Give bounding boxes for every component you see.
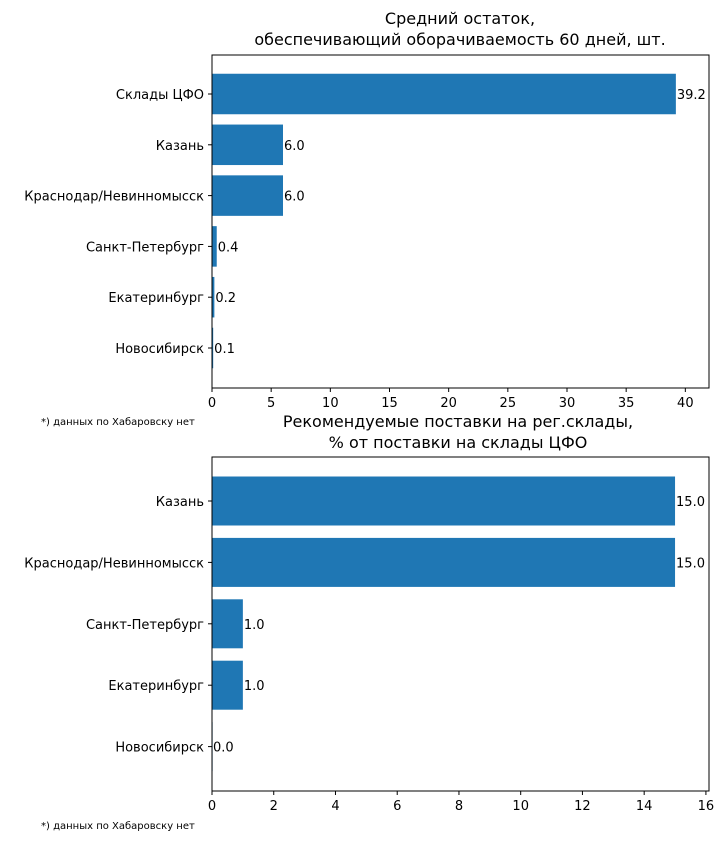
chart1-data-label: 0.2 — [215, 291, 236, 306]
chart2-x-tick-label: 6 — [393, 799, 401, 814]
chart2-y-tick-label: Новосибирск — [115, 741, 204, 756]
chart2-y-tick-label: Краснодар/Невинномысск — [24, 556, 204, 571]
chart2-bar — [212, 660, 243, 710]
chart1-bar — [212, 226, 217, 267]
chart1-x-tick-label: 10 — [322, 396, 339, 411]
chart2-footnote: *) данных по Хабаровску нет — [41, 821, 195, 832]
chart1-data-label: 0.1 — [214, 342, 235, 357]
chart2-y-tick-label: Екатеринбург — [108, 679, 204, 694]
chart1-bar — [212, 124, 283, 166]
chart2-y-tick-label: Казань — [156, 495, 204, 510]
chart1-data-label: 6.0 — [284, 139, 305, 154]
chart2-bar — [212, 537, 676, 587]
chart1-y-tick-label: Краснодар/Невинномысск — [24, 190, 204, 205]
chart2-x-tick-label: 16 — [698, 799, 715, 814]
chart1-y-tick-label: Склады ЦФО — [116, 88, 204, 103]
chart2-data-label: 15.0 — [676, 556, 705, 571]
chart1-data-label: 0.4 — [218, 240, 239, 255]
chart1-y-tick-label: Екатеринбург — [108, 291, 204, 306]
chart2-data-label: 15.0 — [676, 495, 705, 510]
chart1-x-tick-label: 5 — [267, 396, 275, 411]
chart1-footnote: *) данных по Хабаровску нет — [41, 417, 195, 428]
chart2-plot-frame — [211, 456, 710, 792]
chart2-x-tick-label: 12 — [574, 799, 591, 814]
chart1-bar — [212, 327, 214, 369]
chart1-x-tick-label: 40 — [677, 396, 694, 411]
chart1-x-tick-label: 35 — [618, 396, 635, 411]
chart2-x-tick-label: 8 — [455, 799, 463, 814]
chart1-x-tick-label: 25 — [500, 396, 517, 411]
chart2-data-label: 0.0 — [213, 741, 234, 756]
chart2-x-tick-label: 10 — [512, 799, 529, 814]
chart1-y-tick-label: Санкт-Петербург — [86, 240, 204, 255]
chart2-y-tick-label: Санкт-Петербург — [86, 618, 204, 633]
chart2-x-tick-label: 0 — [208, 799, 216, 814]
chart2-title-line1: Рекомендуемые поставки на рег.склады, — [283, 412, 633, 431]
chart2-bar — [212, 476, 676, 526]
chart2-x-tick-label: 14 — [636, 799, 653, 814]
chart1-x-tick-label: 20 — [440, 396, 457, 411]
chart1-bar — [212, 276, 215, 318]
chart2-title-line2: % от поставки на склады ЦФО — [329, 433, 588, 452]
chart1-title-line2: обеспечивающий оборачиваемость 60 дней, … — [254, 30, 665, 49]
chart1-x-tick-label: 15 — [381, 396, 398, 411]
chart2-data-label: 1.0 — [244, 679, 265, 694]
chart2-x-tick-label: 4 — [331, 799, 339, 814]
chart1-x-tick-label: 30 — [559, 396, 576, 411]
chart1-y-tick-label: Казань — [156, 139, 204, 154]
chart1-title-line1: Средний остаток, — [385, 9, 535, 28]
chart-average-stock: Средний остаток, обеспечивающий оборачив… — [24, 9, 710, 428]
chart1-x-tick-label: 0 — [208, 396, 216, 411]
chart1-bar — [212, 73, 676, 115]
chart1-data-label: 6.0 — [284, 190, 305, 205]
chart2-bar — [212, 599, 243, 649]
chart1-data-label: 39.2 — [677, 88, 706, 103]
chart1-bar — [212, 175, 283, 216]
chart-recommended-supply: Рекомендуемые поставки на рег.склады, % … — [24, 412, 714, 832]
chart2-x-tick-label: 2 — [270, 799, 278, 814]
chart2-data-label: 1.0 — [244, 618, 265, 633]
chart1-plot-frame — [211, 54, 710, 389]
chart1-y-tick-label: Новосибирск — [115, 342, 204, 357]
